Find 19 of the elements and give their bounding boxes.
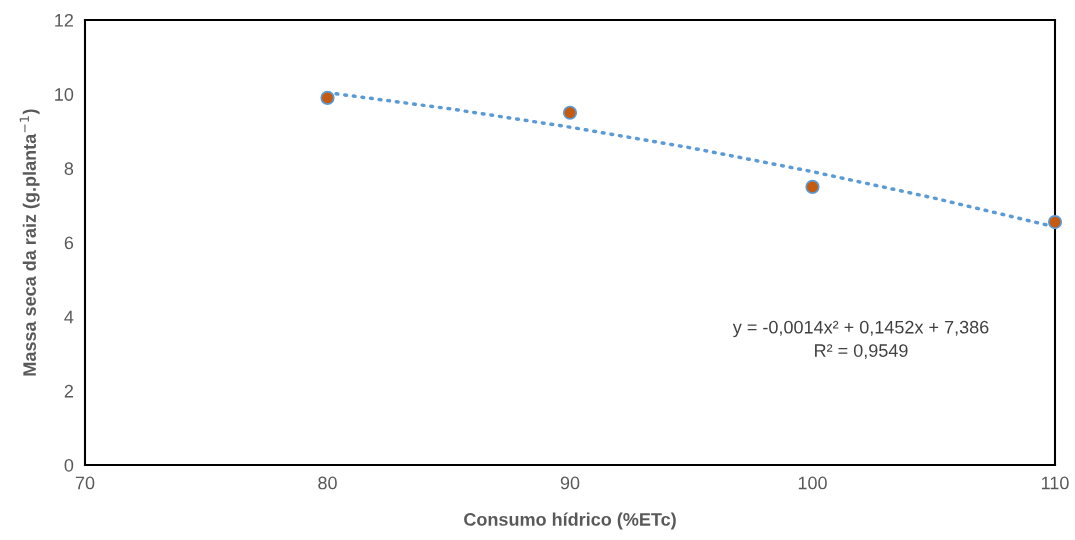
- x-tick-label: 100: [798, 476, 827, 490]
- x-tick-label: 90: [560, 476, 580, 490]
- annotation: y = -0,0014x² + 0,1452x + 7,386 R² = 0,9549: [732, 320, 989, 360]
- point: [320, 90, 335, 105]
- y-tick-label: 10: [55, 88, 74, 101]
- x-axis-title: Consumo hídrico (%ETc): [464, 512, 676, 530]
- y-tick-label: 4: [64, 310, 74, 324]
- point: [1047, 215, 1063, 230]
- y-tick-label: 0: [64, 458, 74, 472]
- x-tick-label: 70: [75, 476, 95, 490]
- y-axis-title: Massa seca da raiz (g.planta$^{−1}$): [19, 109, 40, 376]
- point: [562, 105, 578, 120]
- x-tick-label: 110: [1041, 476, 1069, 490]
- y-tick-label: 8: [64, 162, 74, 176]
- y-tick-label: 12: [55, 13, 73, 27]
- point: [805, 179, 820, 194]
- x-tick-label: 80: [318, 476, 337, 490]
- y-tick-label: 6: [64, 236, 74, 250]
- y-tick-label: 2: [64, 384, 73, 398]
